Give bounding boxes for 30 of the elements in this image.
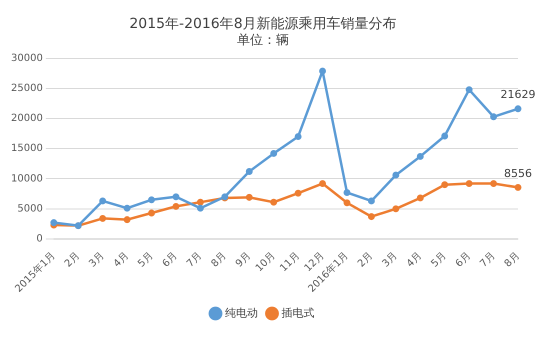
- y-tick-label: 30000: [11, 52, 43, 64]
- chart-title: 2015年-2016年8月新能源乘用车销量分布: [129, 16, 397, 32]
- x-tick-label: 3月: [380, 250, 400, 270]
- x-tick-label: 5月: [429, 250, 449, 270]
- x-tick-label: 3月: [87, 250, 107, 270]
- y-tick-label: 25000: [11, 83, 43, 94]
- x-tick-label: 11月: [278, 250, 302, 274]
- y-tick-label: 5000: [17, 203, 43, 214]
- x-tick-label: 9月: [234, 250, 254, 270]
- x-tick-label: 2月: [62, 250, 82, 270]
- legend-label: 纯电动: [225, 306, 258, 320]
- x-tick-label: 5月: [136, 250, 156, 270]
- x-tick-label: 10月: [254, 250, 278, 274]
- x-tick-label: 6月: [454, 250, 474, 270]
- y-tick-label: 20000: [11, 113, 43, 124]
- data-label: 21629: [500, 88, 536, 102]
- x-tick-label: 4月: [404, 250, 424, 270]
- y-tick-label: 0: [36, 233, 43, 244]
- x-tick-label: 8月: [209, 250, 229, 270]
- y-tick-label: 10000: [11, 173, 43, 184]
- data-label: 8556: [504, 166, 532, 180]
- chart-subtitle: 单位：辆: [237, 32, 289, 48]
- x-tick-label: 7月: [478, 250, 498, 270]
- x-tick-label: 6月: [160, 250, 180, 270]
- x-tick-label: 4月: [112, 250, 132, 270]
- x-tick-label: 2月: [356, 250, 376, 270]
- y-tick-label: 15000: [11, 143, 43, 154]
- legend-label: 插电式: [282, 306, 314, 320]
- x-tick-label: 8月: [502, 250, 522, 270]
- x-tick-label: 7月: [184, 250, 204, 270]
